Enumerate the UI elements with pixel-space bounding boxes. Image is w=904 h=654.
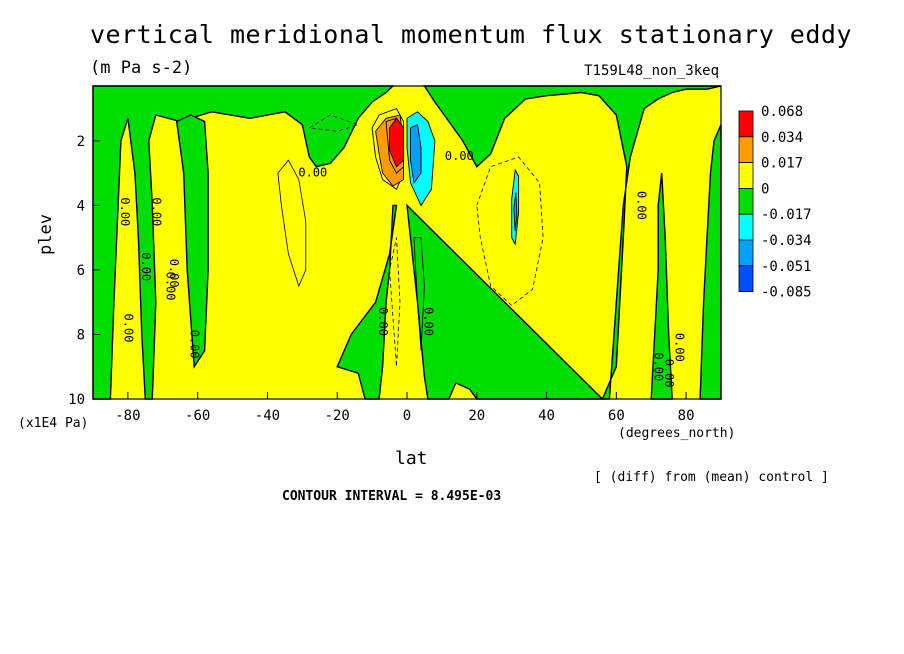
y-tick-label: 2 [77,134,85,150]
contour-line [277,159,307,288]
colorbar-label: 0.068 [761,104,803,120]
y-tick-label: 10 [68,392,85,408]
negative-region [650,173,673,400]
contour-label: 0.00 [163,272,177,301]
contour-label: 0.00 [167,259,181,288]
y-axis-units: (x1E4 Pa) [18,416,89,431]
contour-label: 0.00 [652,352,666,381]
colorbar-swatch [738,110,754,138]
x-tick-label: 60 [608,408,625,424]
colorbar: 0.068 0.034 0.017 0 -0.017 -0.034 -0.051 -0.085 [738,104,812,301]
x-tick-label: 80 [678,408,695,424]
chart-units: (m Pa s-2) [90,58,193,78]
colorbar-label: -0.017 [761,207,812,223]
y-tick-label: 8 [77,327,85,343]
contour-label: 0.00 [118,197,132,226]
y-axis: 2 4 6 8 10 [68,134,100,408]
contour-line [476,156,544,306]
contour-label: 0.00 [376,307,390,336]
negative-region [92,85,395,400]
contour-label: 0.00 [298,165,327,179]
y-axis-label: plev [36,214,56,255]
x-axis-units: (degrees_north) [618,426,736,441]
x-tick-label: 40 [538,408,555,424]
x-tick-label: 20 [468,408,485,424]
contour-interval: CONTOUR INTERVAL = 8.495E-03 [282,489,502,504]
contour-line [308,114,360,132]
colorbar-label: 0.034 [761,130,803,146]
x-tick-label: -40 [255,408,280,424]
chart-title: vertical meridional momentum flux statio… [90,20,853,49]
contour-label: 0.00 [149,197,163,226]
contour-field [92,85,722,401]
contour-labels: 0.000.000.00 0.000.000.000.000.000.00 0.00… [118,149,687,387]
contour-label: 0.00 [121,314,135,343]
negative-region [336,204,398,400]
colorbar-label: 0.017 [761,156,803,172]
colorbar-swatch [738,239,754,267]
diff-note: [ (diff) from (mean) control ] [594,470,829,485]
run-name: T159L48_non_3keq [584,63,719,79]
y-tick-label: 6 [77,263,85,279]
dipole-cell [389,117,404,168]
contour-label: 0.00 [662,359,676,388]
dipole-cell [410,124,422,184]
colorbar-label: -0.085 [761,285,812,301]
contour-line [389,237,401,367]
x-axis-label: lat [395,448,428,469]
x-tick-label: 0 [403,408,411,424]
x-axis: -80 -60 -40 -20 0 20 40 60 80 [115,392,695,424]
contour-label: 0.00 [634,191,648,220]
contour-line [413,237,425,351]
colorbar-label: 0 [761,181,769,197]
x-tick-label: -20 [325,408,350,424]
contour-label: 0.00 [421,307,435,336]
contour-label: 0.00 [188,330,202,359]
x-tick-label: -80 [115,408,140,424]
colorbar-label: -0.051 [761,259,812,275]
colorbar-swatch [738,187,754,215]
colorbar-swatch [738,265,754,292]
colorbar-swatch [738,213,754,241]
dipole-cell [513,192,518,232]
colorbar-swatch [738,136,754,164]
y-tick-label: 4 [77,198,85,214]
contour-label: 0.00 [673,333,687,362]
colorbar-label: -0.034 [761,233,812,249]
contour-label: 0.00 [139,252,153,281]
x-tick-label: -60 [185,408,210,424]
negative-region [175,114,209,369]
contour-label: 0.00 [445,149,474,163]
colorbar-swatch [738,162,754,189]
